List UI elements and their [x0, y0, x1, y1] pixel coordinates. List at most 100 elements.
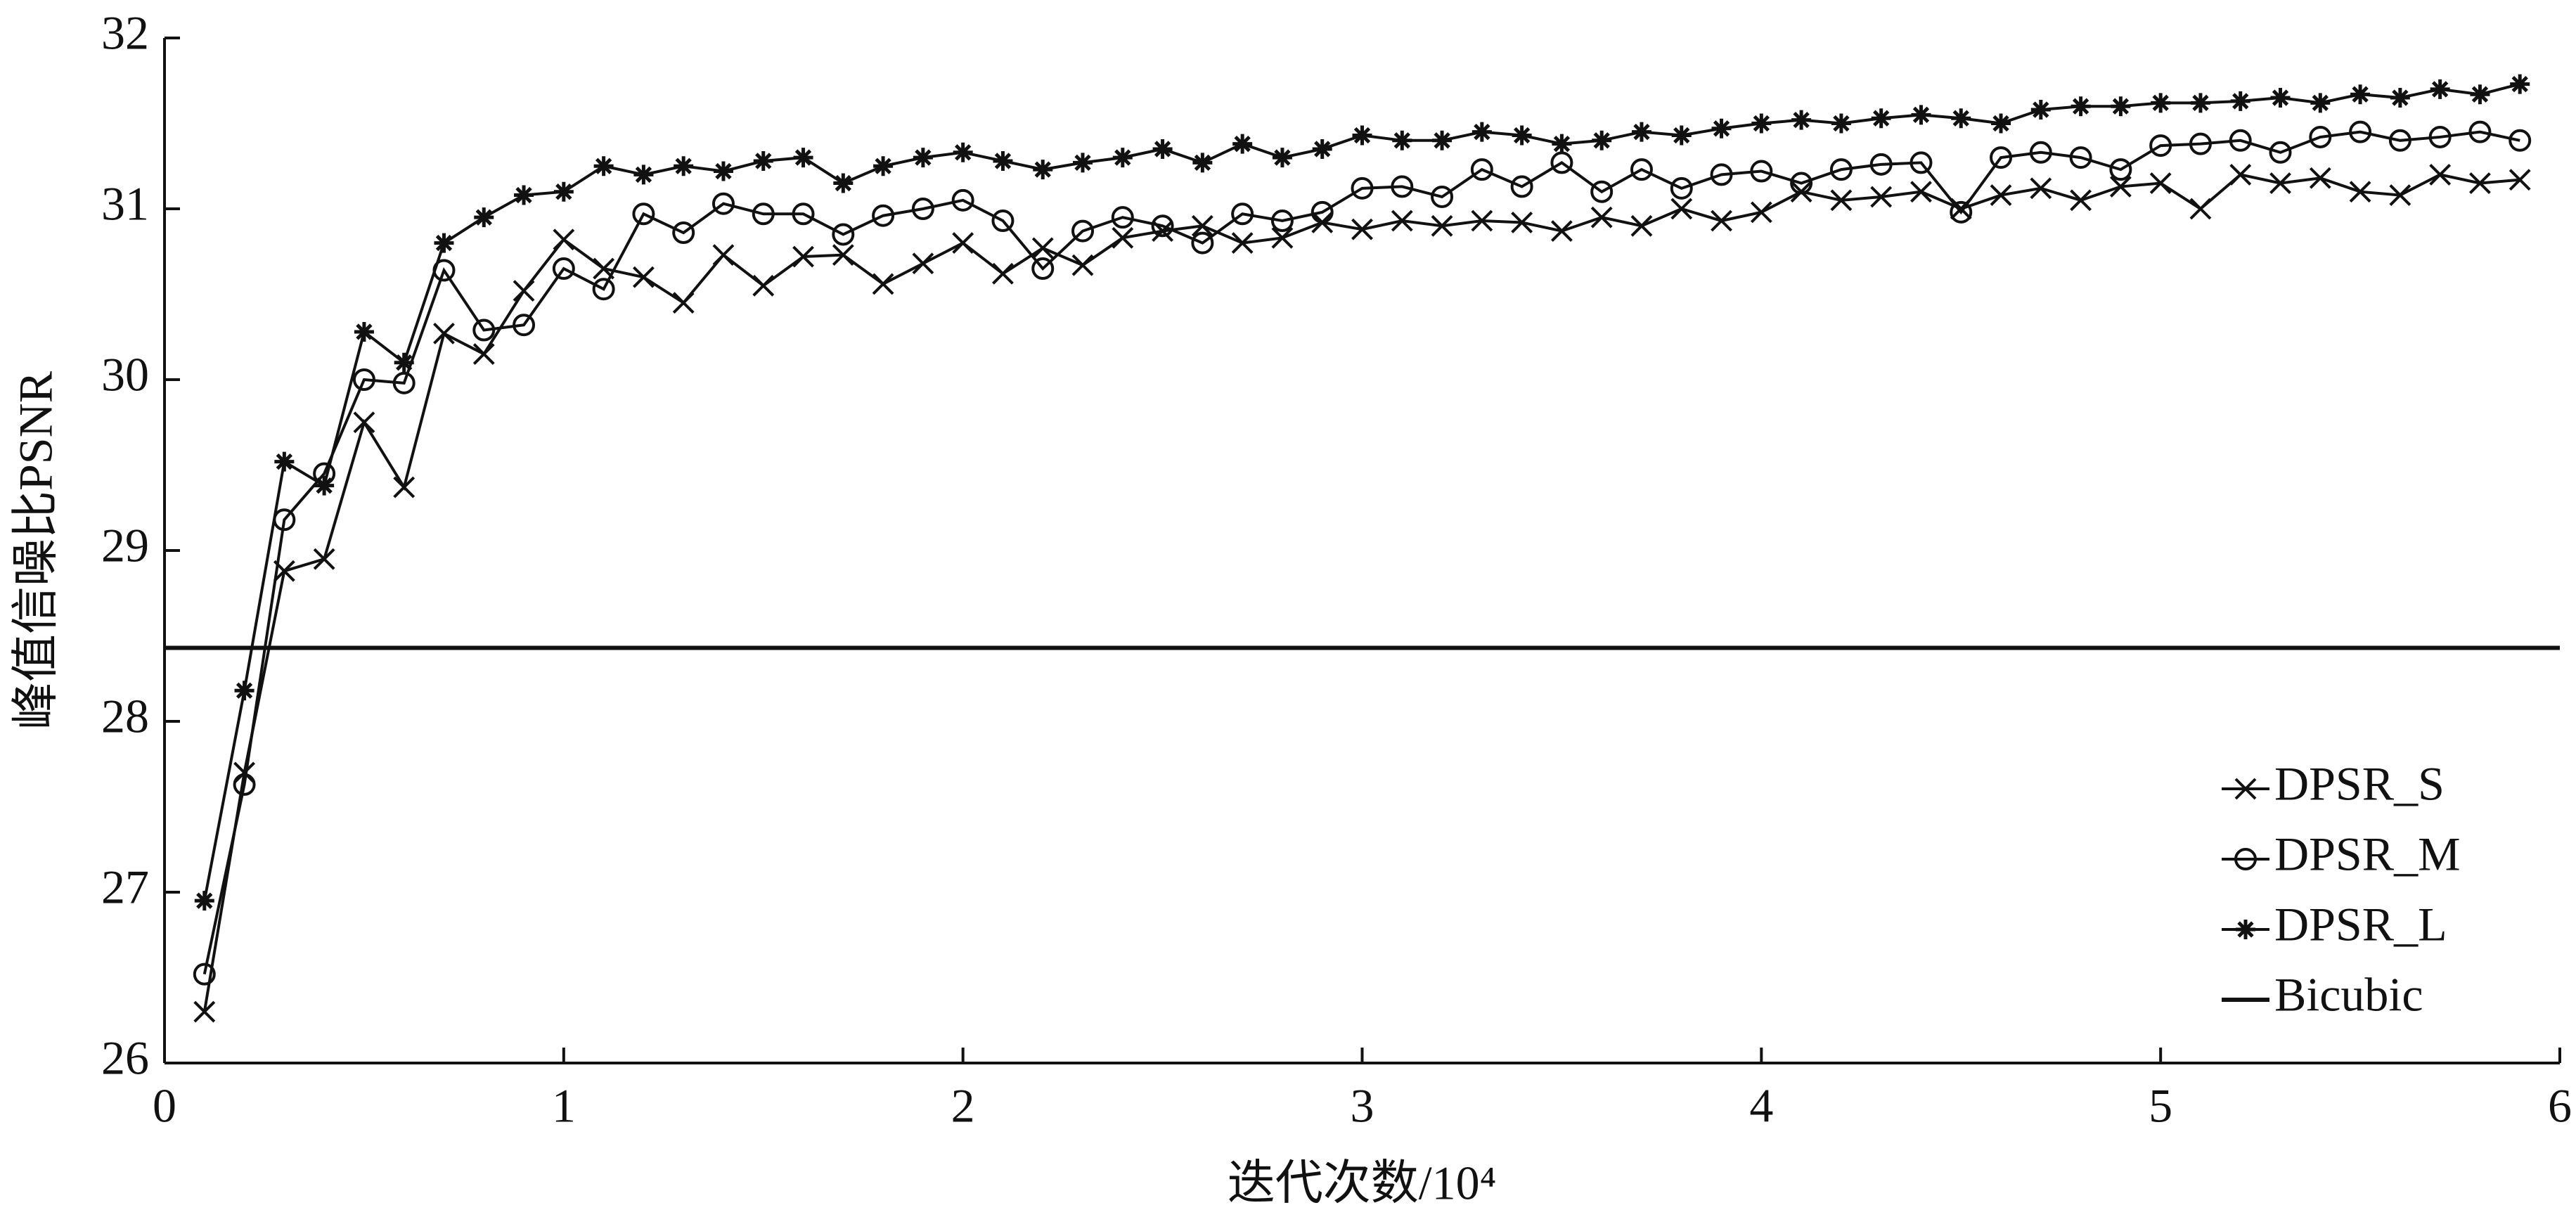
marker-star: [833, 173, 854, 193]
marker-x: [1391, 210, 1413, 232]
marker-x: [1471, 210, 1493, 232]
marker-star: [1152, 139, 1173, 159]
marker-circle: [1431, 185, 1454, 208]
marker-x: [1670, 198, 1693, 220]
marker-star: [354, 321, 374, 342]
marker-star: [674, 156, 694, 176]
marker-star: [1512, 125, 1532, 146]
x-tick-label: 2: [951, 1079, 975, 1133]
marker-x: [1630, 214, 1653, 237]
marker-star: [2030, 100, 2051, 120]
marker-x: [1351, 218, 1373, 240]
marker-circle: [1710, 163, 1733, 186]
marker-x: [2269, 172, 2291, 194]
marker-star: [913, 148, 933, 168]
marker-x: [1750, 201, 1772, 224]
x-tick-label: 1: [552, 1079, 576, 1133]
x-tick-label: 6: [2548, 1079, 2572, 1133]
marker-star: [1033, 160, 1053, 180]
series-line: [202, 130, 2520, 975]
marker-circle: [193, 962, 216, 986]
marker-x: [1910, 181, 1932, 203]
marker-circle: [2229, 129, 2252, 152]
marker-circle: [1750, 160, 1773, 183]
marker-circle: [2468, 120, 2492, 143]
legend-label: DPSR_M: [2274, 828, 2461, 881]
marker-circle: [1231, 202, 1254, 226]
y-tick-label: 32: [101, 6, 149, 60]
x-tick-label: 4: [1749, 1079, 1773, 1133]
marker-circle: [2189, 132, 2212, 155]
marker-circle: [392, 371, 416, 394]
marker-x: [792, 245, 814, 268]
y-tick-label: 31: [101, 177, 149, 231]
marker-star: [1272, 148, 1292, 168]
marker-circle: [1950, 200, 1973, 224]
marker-circle: [1031, 257, 1055, 281]
marker-circle: [2388, 129, 2411, 152]
y-tick-label: 26: [101, 1031, 149, 1085]
marker-circle: [2234, 848, 2257, 870]
marker-x: [632, 266, 655, 288]
marker-circle: [2149, 134, 2172, 157]
marker-x: [2070, 189, 2092, 212]
marker-star: [1352, 125, 1372, 146]
marker-circle: [2309, 125, 2332, 148]
marker-circle: [832, 223, 855, 246]
marker-x: [353, 411, 375, 434]
marker-circle: [1869, 153, 1893, 176]
marker-circle: [672, 221, 695, 245]
marker-circle: [2109, 158, 2132, 181]
marker-x: [2509, 169, 2531, 191]
marker-circle: [2349, 120, 2372, 143]
marker-star: [2071, 96, 2091, 117]
marker-star: [1671, 125, 1692, 146]
marker-x: [2030, 177, 2052, 200]
marker-star: [2230, 91, 2250, 111]
marker-star: [1951, 108, 1971, 129]
marker-x: [1990, 184, 2012, 206]
y-tick-label: 28: [101, 690, 149, 743]
marker-star: [194, 891, 214, 911]
marker-circle: [1310, 200, 1334, 224]
marker-star: [1432, 130, 1453, 150]
marker-x: [752, 274, 775, 297]
marker-circle: [1590, 180, 1614, 203]
marker-x: [992, 262, 1014, 285]
marker-star: [2190, 93, 2210, 113]
marker-x: [2149, 172, 2172, 194]
marker-star: [1552, 134, 1572, 154]
marker-circle: [1790, 172, 1813, 195]
marker-circle: [711, 192, 735, 215]
marker-star: [234, 681, 255, 701]
marker-star: [753, 150, 773, 171]
marker-circle: [1111, 206, 1134, 229]
marker-x: [1590, 206, 1613, 228]
marker-star: [514, 185, 534, 205]
marker-circle: [1990, 146, 2013, 169]
marker-x: [433, 322, 455, 345]
marker-x: [513, 280, 535, 302]
series-line: [202, 82, 2520, 901]
marker-x: [912, 252, 934, 275]
marker-star: [1871, 108, 1891, 129]
marker-x: [1071, 254, 1094, 276]
marker-star: [1232, 134, 1253, 154]
marker-circle: [872, 204, 895, 227]
marker-x: [872, 273, 894, 295]
x-tick-label: 0: [153, 1079, 176, 1133]
marker-circle: [233, 773, 256, 796]
marker-x: [1830, 189, 1853, 212]
marker-x: [1031, 237, 1054, 259]
y-tick-label: 27: [101, 861, 149, 914]
marker-circle: [951, 188, 974, 212]
marker-star: [1112, 148, 1133, 168]
marker-circle: [592, 278, 615, 301]
marker-x: [1511, 212, 1533, 233]
marker-star: [593, 156, 614, 176]
marker-star: [394, 352, 414, 373]
marker-circle: [792, 202, 815, 226]
y-tick-label: 29: [101, 519, 149, 572]
y-axis-label: 峰值信噪比PSNR: [9, 371, 63, 730]
